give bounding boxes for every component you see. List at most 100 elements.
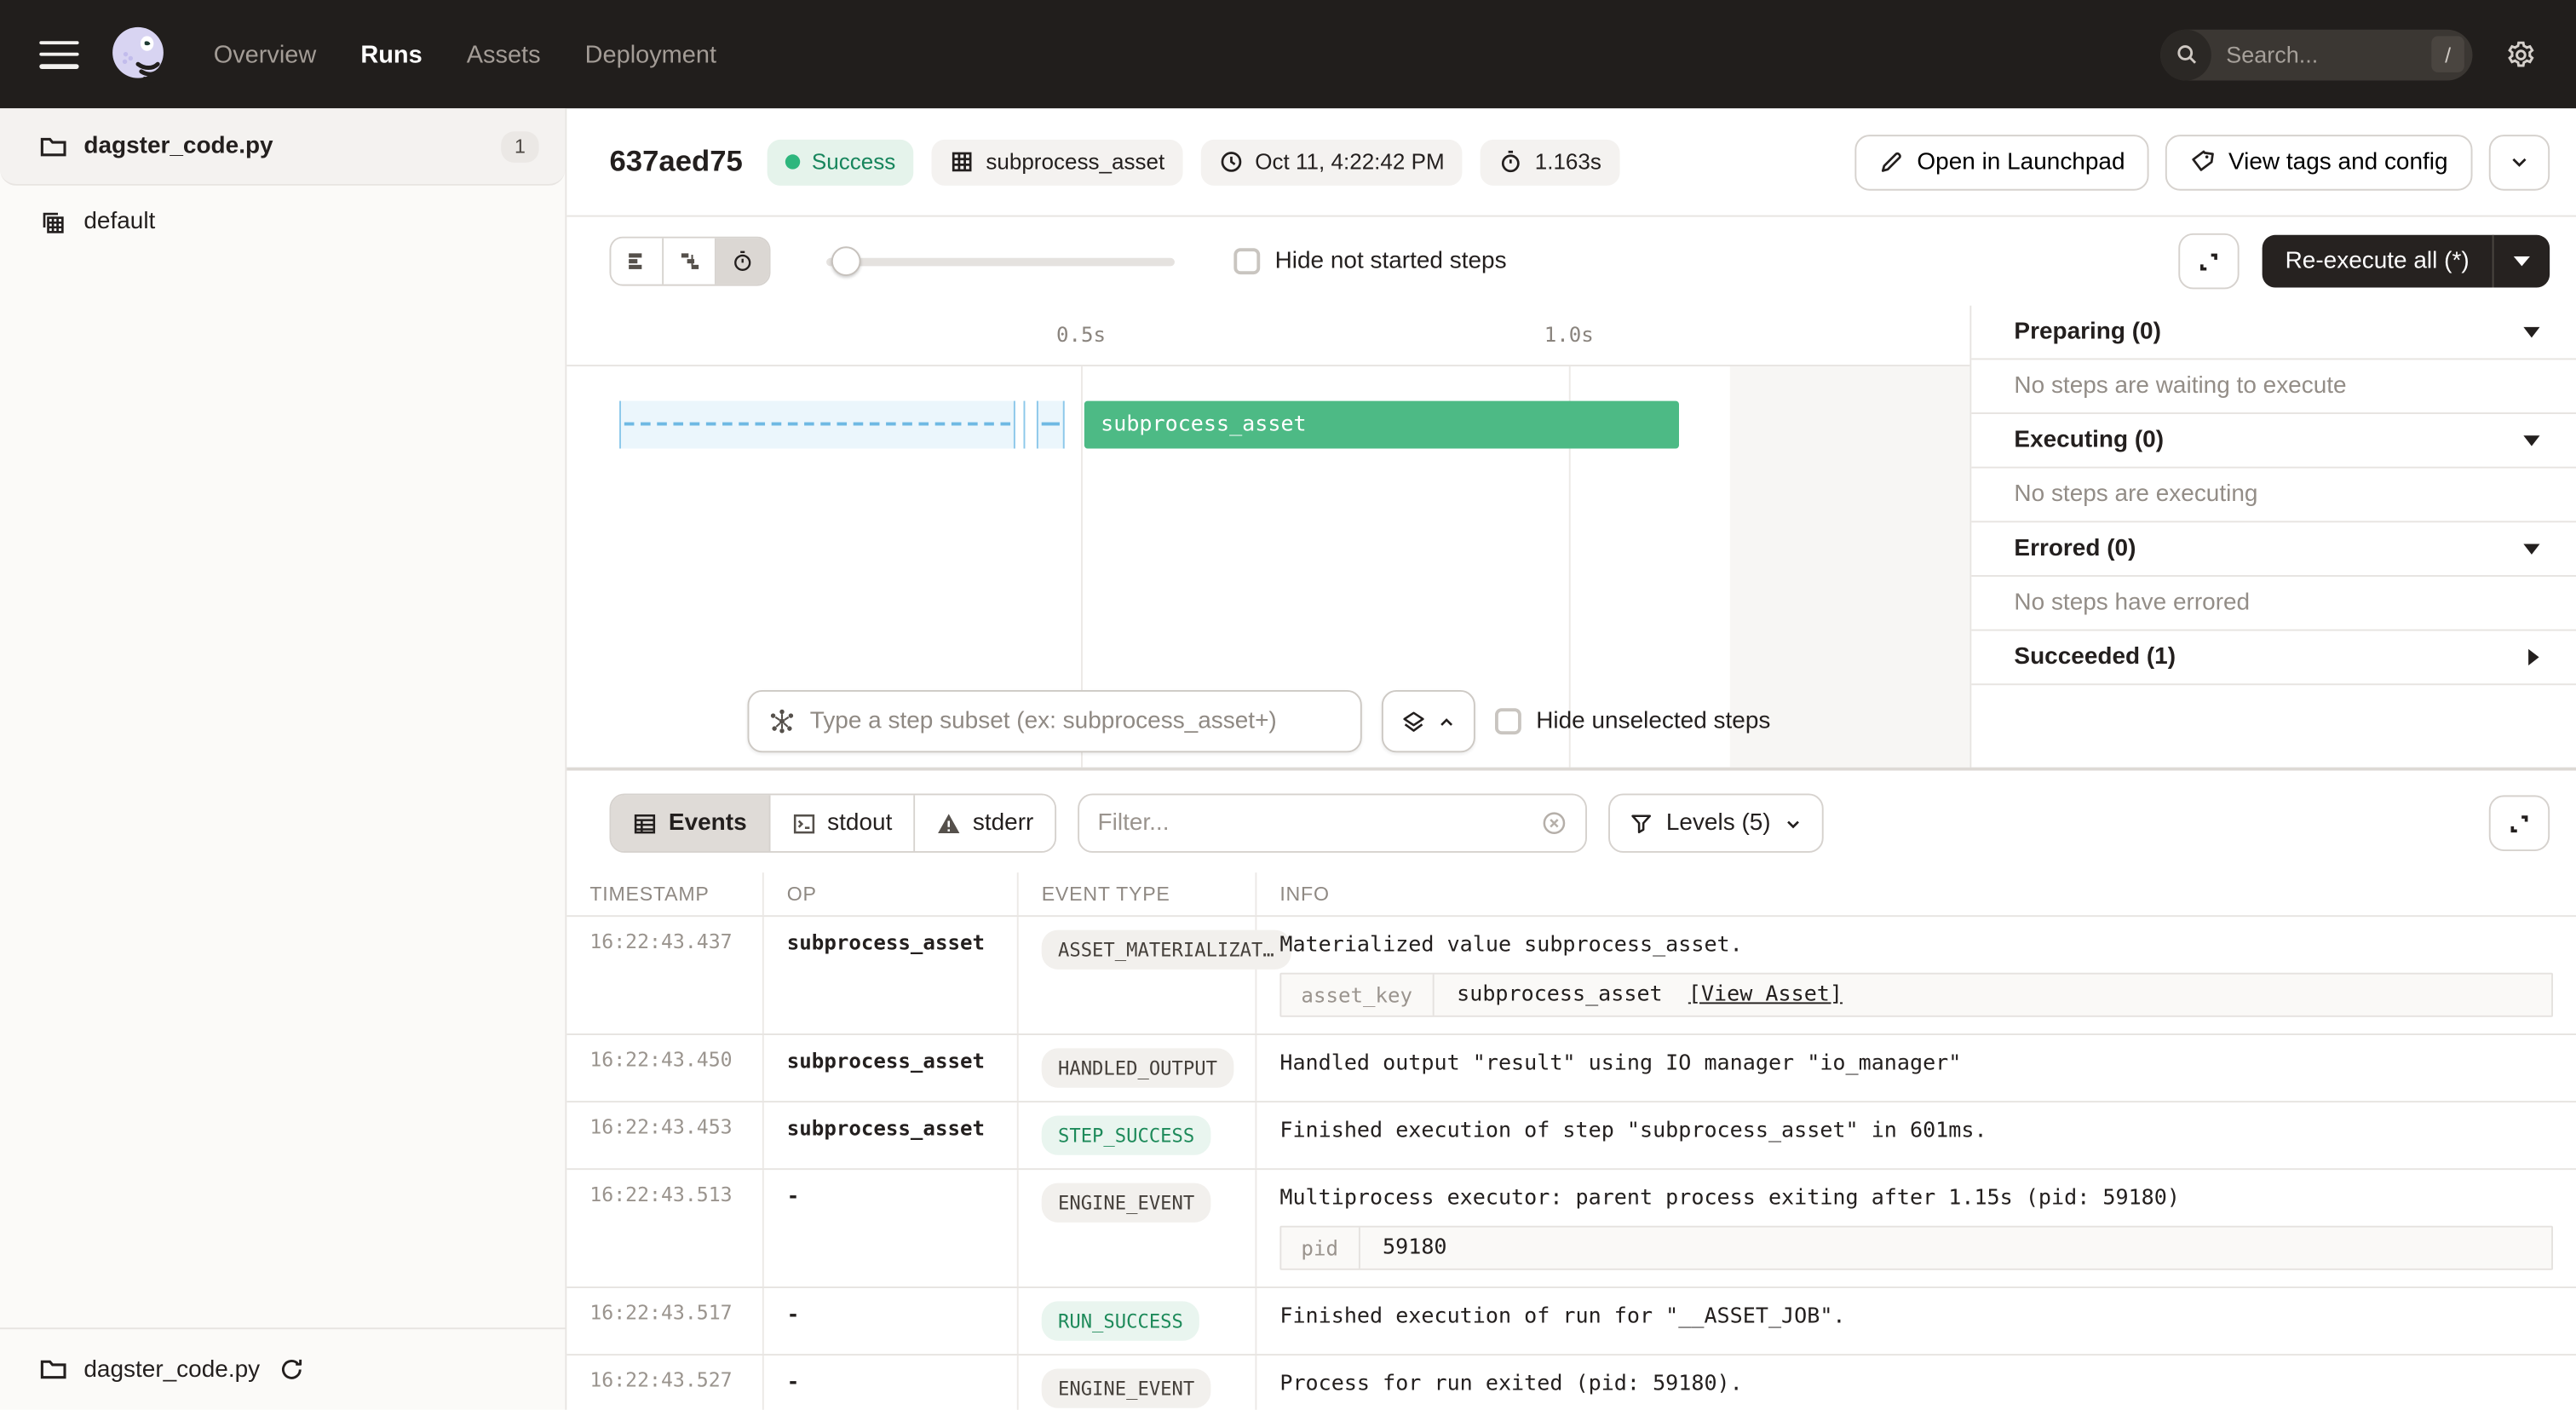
levels-dropdown[interactable]: Levels (5) [1608,793,1824,853]
event-metadata: pid 59180 [1279,1225,2553,1270]
flat-view-button[interactable] [611,238,664,285]
tab-stderr[interactable]: stderr [915,795,1055,851]
graph-query-toggle-button[interactable] [1381,689,1475,753]
reexecute-dropdown-button[interactable] [2494,256,2550,267]
caret-down-icon [2523,435,2540,446]
nav-item-runs[interactable]: Runs [360,40,423,69]
table-row: 16:22:43.453 subprocess_asset STEP_SUCCE… [566,1102,2576,1171]
nav-item-deployment[interactable]: Deployment [584,40,717,69]
panel-section-errored[interactable]: Errored (0) [1971,522,2576,577]
gear-icon[interactable] [2505,38,2537,70]
step-waiting-tick [1023,400,1026,449]
nav-item-overview[interactable]: Overview [213,40,317,69]
nav-item-assets[interactable]: Assets [466,40,541,69]
gantt-fullscreen-button[interactable] [2178,233,2240,290]
axis-tick: 0.5s [1055,321,1107,347]
event-metadata: asset_key subprocess_asset [View Asset] [1279,972,2553,1017]
event-type-badge: ENGINE_EVENT [1041,1183,1211,1223]
search-input[interactable]: Search... / [2160,28,2473,80]
open-launchpad-button[interactable]: Open in Launchpad [1854,134,2150,190]
status-dot-icon [785,154,801,170]
table-row: 16:22:43.513 - ENGINE_EVENT Multiprocess… [566,1170,2576,1288]
panel-section-message: No steps have errored [1971,577,2576,631]
caret-down-icon [2513,256,2530,267]
slider-thumb[interactable] [831,246,861,276]
gridline [1568,366,1571,768]
timed-view-button[interactable] [716,238,769,285]
expand-icon [2199,252,2217,270]
clear-filter-icon[interactable] [1541,810,1567,837]
reexecute-button[interactable]: Re-execute all (*) [2262,234,2550,288]
sidebar-repo-header[interactable]: dagster_code.py 1 [0,108,566,186]
table-icon [634,814,656,833]
run-timestamp: Oct 11, 4:22:42 PM [1200,138,1463,185]
primary-nav: Overview Runs Assets Deployment [214,40,716,68]
dagster-logo[interactable] [105,21,170,87]
search-shortcut-badge: / [2431,36,2464,72]
hide-unselected-checkbox[interactable]: Hide unselected steps [1494,708,1770,735]
menu-icon[interactable] [39,40,79,69]
step-status-panel: Preparing (0) No steps are waiting to ex… [1969,305,2576,768]
refresh-icon[interactable] [279,1357,304,1382]
asset-grid-icon [952,152,972,172]
event-type-badge: ASSET_MATERIALIZAT… [1041,929,1291,970]
col-timestamp: TIMESTAMP [566,872,764,916]
step-subset-input[interactable] [809,708,1341,735]
log-tabs: Events stdout stderr [609,793,1057,853]
chevron-up-icon [1440,717,1453,725]
step-waiting-marker [619,400,1015,449]
folder-icon [40,1360,66,1379]
panel-section-preparing[interactable]: Preparing (0) [1971,306,2576,360]
events-fullscreen-button[interactable] [2488,795,2550,851]
gantt-chart: 0.5s 1.0s subprocess_asset [566,306,1970,768]
col-op: OP [764,872,1019,916]
panel-section-executing[interactable]: Executing (0) [1971,414,2576,469]
chevron-down-icon [1786,820,1799,828]
step-subset-row: Hide unselected steps [747,689,1770,753]
caret-right-icon [2528,648,2539,666]
sidebar-footer: dagster_code.py [0,1327,566,1409]
tab-stdout[interactable]: stdout [769,795,916,851]
after-run-end-region [1729,366,1970,768]
asset-tag[interactable]: subprocess_asset [931,138,1183,185]
top-nav: Overview Runs Assets Deployment Search..… [0,0,2576,109]
gantt-view-toggle [609,236,771,286]
timer-view-icon [734,250,751,271]
stopwatch-icon [1502,150,1521,173]
repo-name: dagster_code.py [83,133,273,160]
event-type-badge: ENGINE_EVENT [1041,1368,1211,1408]
tab-events[interactable]: Events [611,795,770,851]
checkbox-icon [1233,248,1261,275]
run-id: 637aed75 [609,144,743,178]
gridline [1080,366,1083,768]
filter-input-wrap [1078,793,1588,853]
gantt-toolbar: Hide not started steps Re-execute all (*… [566,217,2576,306]
table-header: TIMESTAMP OP EVENT TYPE INFO [566,872,2576,918]
filter-input[interactable] [1097,809,1528,837]
zoom-slider[interactable] [826,246,1175,276]
chevron-down-icon [2512,158,2527,167]
events-table: TIMESTAMP OP EVENT TYPE INFO 16:22:43.43… [566,872,2576,1410]
terminal-icon [793,814,814,833]
event-type-badge: STEP_SUCCESS [1041,1115,1211,1155]
waterfall-view-icon [680,253,699,269]
step-waiting-marker [1036,400,1065,449]
tag-icon [2193,150,2215,171]
sidebar-item-default[interactable]: default [0,186,565,258]
waterfall-view-button[interactable] [664,238,716,285]
panel-section-succeeded[interactable]: Succeeded (1) [1971,631,2576,686]
hide-not-started-checkbox[interactable]: Hide not started steps [1233,248,1507,275]
view-asset-link[interactable]: [View Asset] [1688,982,1843,1008]
run-header-more-button[interactable] [2488,134,2550,190]
gantt-step-bar[interactable]: subprocess_asset [1084,400,1679,449]
panel-section-message: No steps are executing [1971,469,2576,523]
repo-count-badge: 1 [501,130,539,162]
caret-down-icon [2523,543,2540,554]
events-toolbar: Events stdout stderr [566,770,2576,872]
event-type-badge: HANDLED_OUTPUT [1041,1048,1234,1088]
search-placeholder: Search... [2226,41,2319,68]
warning-icon [938,813,960,833]
slider-track [826,257,1175,267]
view-tags-config-button[interactable]: View tags and config [2165,134,2473,190]
step-subset-input-wrap [747,689,1362,753]
